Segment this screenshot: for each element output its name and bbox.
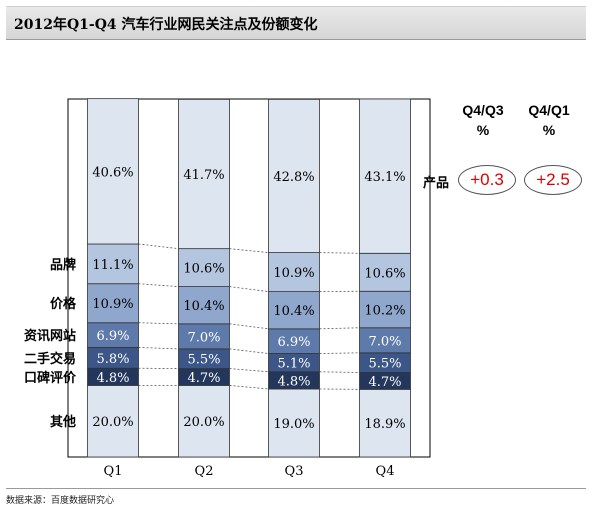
connector-line bbox=[319, 252, 360, 254]
data-label-news-site-q1: 6.9% bbox=[96, 329, 129, 344]
data-label-price-q4: 10.2% bbox=[364, 304, 405, 319]
row-label-other: 其他 bbox=[50, 414, 76, 430]
data-label-news-site-q2: 7.0% bbox=[187, 330, 220, 345]
bar-segment-other-q4 bbox=[359, 388, 411, 458]
data-label-brand-q4: 10.6% bbox=[364, 266, 405, 281]
data-label-product-q2: 41.7% bbox=[183, 168, 224, 183]
header-q4-vs-q1-label: Q4/Q1 bbox=[528, 102, 570, 118]
bar-segment-price-q2 bbox=[178, 286, 230, 325]
connector-line bbox=[138, 347, 179, 350]
bar-segment-other-q3 bbox=[268, 388, 320, 458]
data-label-brand-q2: 10.6% bbox=[183, 262, 224, 277]
connector-line bbox=[319, 352, 360, 354]
bar-segment-other-q2 bbox=[178, 384, 230, 458]
data-label-used-car-q3: 5.1% bbox=[277, 357, 310, 372]
bar-segment-price-q1 bbox=[87, 283, 139, 324]
header-q4-vs-q3: Q4/Q3 % bbox=[453, 102, 513, 138]
connector-line bbox=[229, 368, 269, 373]
connector-line bbox=[229, 248, 269, 253]
bar-segment-news-site-q4 bbox=[359, 327, 411, 354]
connector-line bbox=[319, 371, 360, 373]
bar-segment-news-site-q1 bbox=[87, 322, 139, 348]
data-label-price-q3: 10.4% bbox=[273, 304, 314, 319]
data-label-product-q4: 43.1% bbox=[364, 170, 405, 185]
x-tick-label-q2: Q2 bbox=[195, 464, 214, 479]
connector-line bbox=[138, 283, 179, 287]
bar-segment-brand-q3 bbox=[268, 252, 320, 293]
header-q4-vs-q1: Q4/Q1 % bbox=[519, 102, 579, 138]
data-label-brand-q3: 10.9% bbox=[273, 266, 314, 281]
x-tick-label-q1: Q1 bbox=[104, 464, 123, 479]
chart-title: 2012年Q1-Q4 汽车行业网民关注点及份额变化 bbox=[14, 17, 318, 33]
data-label-other-q1: 20.0% bbox=[92, 415, 133, 430]
bar-segment-brand-q1 bbox=[87, 243, 139, 285]
bar-segment-brand-q4 bbox=[359, 252, 411, 292]
bar-segment-product-q3 bbox=[268, 98, 320, 253]
connector-line bbox=[138, 322, 179, 325]
connector-line bbox=[229, 385, 269, 390]
row-label-news-site: 资讯网站 bbox=[24, 328, 76, 344]
bar-segment-product-q1 bbox=[87, 98, 139, 245]
connector-line bbox=[229, 323, 269, 330]
product-q4-vs-q3-value: +0.3 bbox=[458, 165, 516, 195]
header-q4-vs-q1-unit: % bbox=[542, 122, 556, 138]
data-label-reputation-q4: 4.7% bbox=[368, 375, 401, 390]
data-label-news-site-q4: 7.0% bbox=[368, 334, 401, 349]
connector-line bbox=[138, 243, 179, 250]
connector-line bbox=[319, 327, 360, 330]
data-label-other-q2: 20.0% bbox=[183, 415, 224, 430]
data-label-reputation-q3: 4.8% bbox=[277, 374, 310, 389]
data-label-reputation-q1: 4.8% bbox=[96, 371, 129, 386]
data-label-used-car-q4: 5.5% bbox=[368, 357, 401, 372]
data-label-product-q1: 40.6% bbox=[92, 165, 133, 180]
bar-segment-product-q2 bbox=[178, 98, 230, 250]
title-bar: 2012年Q1-Q4 汽车行业网民关注点及份额变化 bbox=[6, 6, 586, 40]
bar-segment-price-q4 bbox=[359, 290, 411, 329]
data-label-other-q3: 19.0% bbox=[273, 417, 314, 432]
bar-segment-news-site-q2 bbox=[178, 323, 230, 350]
connector-line bbox=[229, 348, 269, 354]
connector-line bbox=[229, 286, 269, 293]
x-tick-label-q4: Q4 bbox=[376, 464, 395, 479]
bar-segment-product-q4 bbox=[359, 98, 411, 254]
data-label-reputation-q2: 4.7% bbox=[187, 371, 220, 386]
data-label-product-q3: 42.8% bbox=[273, 170, 314, 185]
header-q4-vs-q3-unit: % bbox=[476, 122, 490, 138]
data-label-other-q4: 18.9% bbox=[364, 417, 405, 432]
product-row-label: 产品 bbox=[423, 176, 450, 191]
bottom-rule bbox=[6, 488, 586, 489]
row-label-price: 价格 bbox=[50, 296, 77, 312]
data-label-news-site-q3: 6.9% bbox=[277, 335, 310, 350]
data-label-used-car-q1: 5.8% bbox=[96, 352, 129, 367]
data-label-price-q2: 10.4% bbox=[183, 299, 224, 314]
row-label-used-car: 二手交易 bbox=[24, 351, 76, 367]
data-label-brand-q1: 11.1% bbox=[92, 258, 133, 273]
row-label-brand: 品牌 bbox=[50, 257, 76, 273]
x-tick-label-q3: Q3 bbox=[285, 464, 304, 479]
data-source: 数据来源：百度数据研究心 bbox=[6, 496, 115, 506]
row-label-reputation: 口碑评价 bbox=[24, 370, 77, 386]
data-label-used-car-q2: 5.5% bbox=[187, 353, 220, 368]
product-q4-vs-q1-value: +2.5 bbox=[524, 165, 582, 195]
data-label-price-q1: 10.9% bbox=[92, 297, 133, 312]
header-q4-vs-q3-label: Q4/Q3 bbox=[462, 102, 504, 118]
